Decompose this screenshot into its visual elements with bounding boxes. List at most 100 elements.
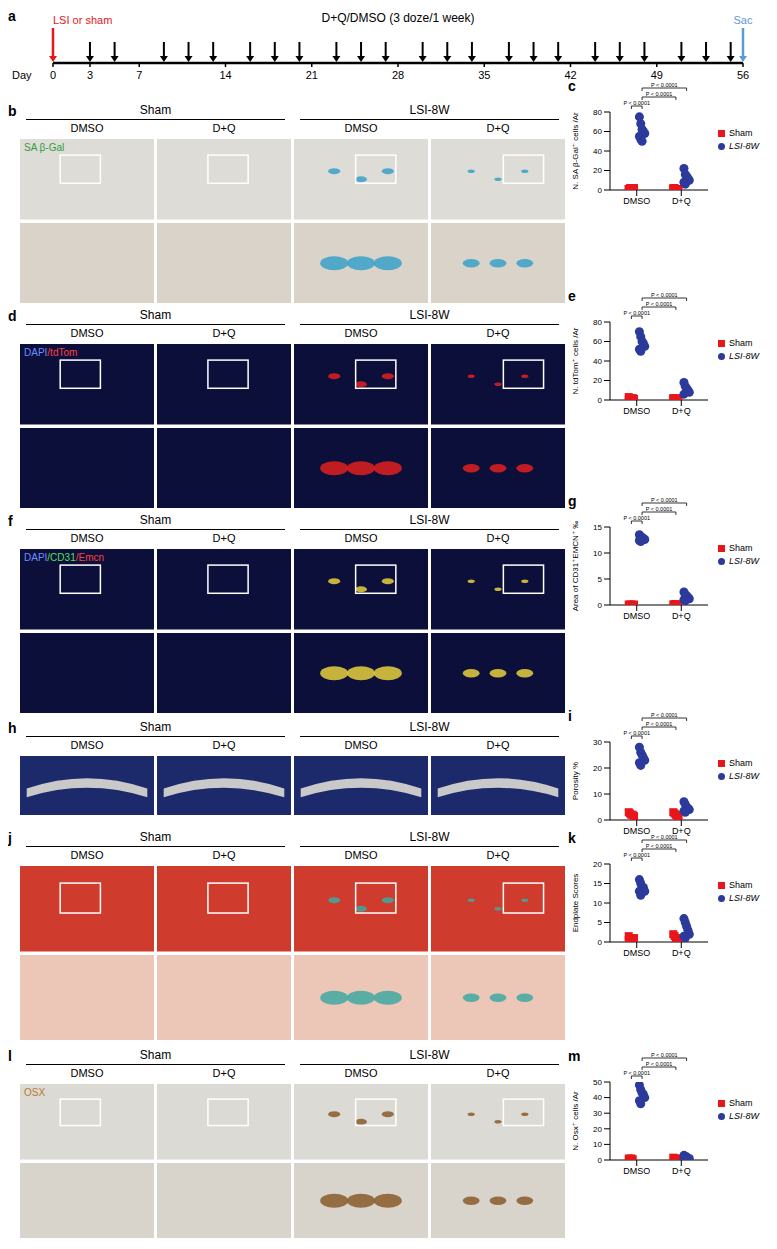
- svg-text:0: 0: [598, 938, 603, 947]
- svg-text:40: 40: [593, 357, 602, 366]
- svg-text:P < 0.0001: P < 0.0001: [623, 1070, 650, 1076]
- html-text:D+Q: D+Q: [212, 122, 236, 134]
- svg-text:DMSO: DMSO: [623, 1166, 650, 1176]
- svg-text:28: 28: [392, 69, 404, 81]
- svg-text:7: 7: [136, 69, 142, 81]
- svg-text:0: 0: [598, 186, 603, 195]
- svg-text:50: 50: [593, 1078, 602, 1087]
- svg-text:P < 0.0001: P < 0.0001: [623, 852, 650, 858]
- html-text:D+Q: D+Q: [212, 327, 236, 339]
- svg-text:10: 10: [593, 790, 602, 799]
- svg-text:D+Q/DMSO (3 doze/1 week): D+Q/DMSO (3 doze/1 week): [321, 11, 474, 25]
- svg-text:35: 35: [478, 69, 490, 81]
- svg-text:40: 40: [593, 147, 602, 156]
- svg-text:DAPI/tdTom: DAPI/tdTom: [24, 347, 77, 358]
- svg-text:30: 30: [593, 738, 602, 747]
- svg-text:P < 0.0001: P < 0.0001: [646, 721, 673, 727]
- svg-text:20: 20: [593, 166, 602, 175]
- svg-text:21: 21: [306, 69, 318, 81]
- svg-text:P < 0.0001: P < 0.0001: [651, 82, 678, 88]
- svg-text:0: 0: [50, 69, 56, 81]
- svg-text:P < 0.0001: P < 0.0001: [623, 310, 650, 316]
- svg-text:40: 40: [593, 1093, 602, 1102]
- svg-text:0: 0: [598, 396, 603, 405]
- html-text:Sham: Sham: [139, 1048, 172, 1062]
- svg-text:OSX: OSX: [24, 1087, 45, 1098]
- svg-text:DAPI/CD31/Emcn: DAPI/CD31/Emcn: [24, 552, 104, 563]
- svg-text:30: 30: [593, 1109, 602, 1118]
- svg-text:P < 0.0001: P < 0.0001: [623, 515, 650, 521]
- svg-text:D+Q: D+Q: [672, 406, 691, 416]
- svg-text:Day: Day: [12, 69, 32, 81]
- svg-text:20: 20: [593, 764, 602, 773]
- svg-text:49: 49: [651, 69, 663, 81]
- html-text:D+Q: D+Q: [212, 532, 236, 544]
- svg-text:SA β-Gal: SA β-Gal: [24, 142, 64, 153]
- svg-text:80: 80: [593, 108, 602, 117]
- svg-text:DMSO: DMSO: [623, 948, 650, 958]
- svg-text:0: 0: [598, 1156, 603, 1165]
- svg-text:P < 0.0001: P < 0.0001: [646, 506, 673, 512]
- svg-text:42: 42: [564, 69, 577, 81]
- svg-text:56: 56: [737, 69, 749, 81]
- svg-text:LSI or sham: LSI or sham: [53, 14, 112, 26]
- html-text:DMSO: DMSO: [70, 532, 104, 544]
- svg-text:10: 10: [593, 1140, 602, 1149]
- html-text:m: m: [568, 1048, 581, 1064]
- svg-text:D+Q: D+Q: [672, 1166, 691, 1176]
- html-text:Sham: Sham: [139, 513, 172, 527]
- svg-text:60: 60: [593, 337, 602, 346]
- svg-text:P < 0.0001: P < 0.0001: [651, 712, 678, 718]
- svg-text:10: 10: [593, 549, 602, 558]
- svg-text:5: 5: [598, 918, 603, 927]
- svg-text:P < 0.0001: P < 0.0001: [646, 91, 673, 97]
- svg-text:60: 60: [593, 127, 602, 136]
- svg-text:3: 3: [87, 69, 93, 81]
- html-text:Sham: Sham: [139, 830, 172, 844]
- html-text:LSI-8W: LSI-8W: [409, 720, 450, 734]
- svg-text:P < 0.0001: P < 0.0001: [623, 730, 650, 736]
- svg-text:P < 0.0001: P < 0.0001: [646, 1061, 673, 1067]
- svg-text:DMSO: DMSO: [623, 826, 650, 836]
- html-text:D+Q: D+Q: [486, 327, 510, 339]
- svg-text:D+Q: D+Q: [672, 196, 691, 206]
- html-text:LSI-8W: LSI-8W: [409, 830, 450, 844]
- svg-text:DMSO: DMSO: [623, 611, 650, 621]
- svg-text:P < 0.0001: P < 0.0001: [646, 843, 673, 849]
- svg-text:DMSO: DMSO: [623, 406, 650, 416]
- svg-text:5: 5: [598, 575, 603, 584]
- html-text:D+Q: D+Q: [486, 122, 510, 134]
- svg-text:P < 0.0001: P < 0.0001: [651, 497, 678, 503]
- svg-text:0: 0: [598, 816, 603, 825]
- svg-text:20: 20: [593, 376, 602, 385]
- html-text:LSI-8W: LSI-8W: [409, 103, 450, 117]
- svg-text:P < 0.0001: P < 0.0001: [623, 100, 650, 106]
- html-text:Sham: Sham: [139, 308, 172, 322]
- svg-text:80: 80: [593, 318, 602, 327]
- svg-text:0: 0: [598, 601, 603, 610]
- svg-text:D+Q: D+Q: [672, 948, 691, 958]
- svg-text:D+Q: D+Q: [672, 611, 691, 621]
- svg-text:20: 20: [593, 860, 602, 869]
- html-text:DMSO: DMSO: [344, 532, 378, 544]
- html-text:DMSO: DMSO: [70, 327, 104, 339]
- html-text:LSI-8W: LSI-8W: [409, 308, 450, 322]
- svg-text:20: 20: [593, 1125, 602, 1134]
- html-text:DMSO: DMSO: [70, 122, 104, 134]
- svg-text:Sac: Sac: [734, 14, 753, 26]
- html-text:LSI-8W: LSI-8W: [409, 513, 450, 527]
- svg-text:15: 15: [593, 523, 602, 532]
- svg-text:P < 0.0001: P < 0.0001: [651, 292, 678, 298]
- html-text:Sham: Sham: [139, 103, 172, 117]
- html-text:DMSO: DMSO: [344, 122, 378, 134]
- svg-text:P < 0.0001: P < 0.0001: [646, 301, 673, 307]
- html-text:DMSO: DMSO: [344, 327, 378, 339]
- html-text:LSI-8W: LSI-8W: [409, 1048, 450, 1062]
- svg-text:P < 0.0001: P < 0.0001: [651, 1052, 678, 1058]
- svg-text:10: 10: [593, 899, 602, 908]
- svg-text:P < 0.0001: P < 0.0001: [651, 834, 678, 840]
- svg-text:DMSO: DMSO: [623, 196, 650, 206]
- svg-text:14: 14: [219, 69, 231, 81]
- html-text:Sham: Sham: [139, 720, 172, 734]
- svg-text:15: 15: [593, 879, 602, 888]
